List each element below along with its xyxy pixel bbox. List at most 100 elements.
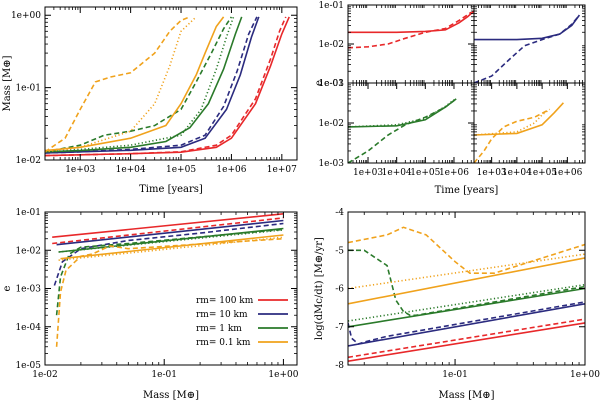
- series-line-G-4: [348, 287, 585, 328]
- y-axis-label: log(dMc/dt) [M⊕/yr]: [314, 237, 325, 340]
- y-tick-label: 1e-02: [15, 246, 41, 256]
- series-line-F-1: [52, 217, 284, 245]
- series-group: [45, 16, 290, 157]
- x-axis-label: Time [years]: [139, 184, 203, 195]
- y-tick-label: -6: [335, 285, 344, 295]
- y-tick-label: 1e-03: [318, 159, 344, 169]
- series-line-F-9: [58, 236, 284, 261]
- series-line-A-8: [45, 16, 191, 153]
- series-line-G-7: [348, 257, 585, 305]
- series-line-D-2: [348, 99, 455, 128]
- legend: rm= 100 km rm= 10 km rm= 1 km rm= 0.1 km: [196, 296, 288, 348]
- series-group: [474, 14, 581, 83]
- series-line-A-4: [45, 16, 243, 153]
- x-tick-label: 1e+03: [477, 168, 507, 178]
- chart-panel-C: [473, 4, 586, 84]
- x-tick-label: 1e+04: [116, 165, 146, 175]
- y-tick-label: 1e-02: [318, 119, 344, 129]
- x-tick-label: 1e+06: [552, 168, 582, 178]
- y-tick-label: 1e-01: [15, 84, 41, 94]
- x-tick-label: 1e-02: [32, 370, 58, 380]
- series-group: [348, 98, 457, 163]
- x-tick-label: 1e+05: [410, 168, 440, 178]
- chart-panel-G: 1e-01 1e+00 -8 -7 -6 -5 -4 Mass [M⊕] log(dMc/dt)…: [314, 208, 600, 401]
- y-tick-label: -5: [335, 246, 344, 256]
- series-line-E-1: [474, 110, 547, 163]
- series-line-A-2: [45, 16, 260, 154]
- x-axis-label: Mass [M⊕]: [143, 390, 199, 401]
- series-line-G-3: [348, 301, 585, 345]
- x-tick-label: 1e+00: [570, 370, 600, 380]
- series-group: [348, 226, 585, 362]
- legend-label: rm= 1 km: [196, 324, 242, 334]
- y-tick-label: 1e-02: [15, 156, 41, 166]
- legend-label: rm= 10 km: [196, 310, 248, 320]
- series-line-F-2: [56, 219, 284, 246]
- plot-frame: [44, 6, 298, 161]
- x-tick-label: 1e+04: [382, 168, 412, 178]
- legend-label: rm= 100 km: [196, 296, 254, 306]
- x-tick-label: 1e+05: [527, 168, 557, 178]
- series-line-E-2: [474, 108, 551, 136]
- series-line-G-6: [348, 283, 585, 322]
- series-line-A-6: [45, 16, 235, 153]
- series-line-D-1: [348, 98, 457, 163]
- x-tick-label: 1e-01: [151, 370, 177, 380]
- y-tick-label: 1e-03: [15, 285, 41, 295]
- x-tick-label: 1e+05: [166, 165, 196, 175]
- chart-panel-A: 1e+03 1e+04 1e+05 1e+06 1e+07 1e-02 1e-01 1e+00…: [2, 6, 298, 195]
- series-line-D-0: [348, 98, 457, 128]
- series-line-B-0: [348, 10, 474, 34]
- x-tick-label: 1e+00: [268, 370, 298, 380]
- series-line-E-0: [474, 102, 564, 136]
- series-line-A-1: [45, 16, 287, 157]
- series-group: [52, 213, 284, 347]
- y-tick-label: 1e-01: [318, 79, 344, 89]
- chart-panel-F: 1e-02 1e-01 1e+00 1e-05 1e-04 1e-03 1e-02 1e-01…: [2, 208, 299, 401]
- x-tick-label: 1e+03: [353, 168, 383, 178]
- y-tick-label: -7: [335, 323, 344, 333]
- series-line-G-9: [348, 253, 585, 290]
- series-line-B-1: [348, 11, 472, 49]
- series-line-G-2: [348, 303, 585, 347]
- x-axis-label: Mass [M⊕]: [438, 390, 494, 401]
- y-tick-label: 1e-03: [318, 79, 344, 89]
- series-line-A-7: [45, 16, 225, 152]
- series-line-F-8: [55, 237, 284, 347]
- legend-label: rm= 0.1 km: [196, 338, 251, 348]
- series-line-A-0: [45, 16, 290, 157]
- y-axis-label: Mass [M⊕]: [2, 55, 13, 111]
- series-line-G-5: [348, 249, 585, 317]
- series-line-G-0: [348, 322, 585, 362]
- x-tick-label: 1e+03: [65, 165, 95, 175]
- plot-frame: [347, 4, 475, 84]
- series-line-G-8: [348, 226, 585, 275]
- series-line-F-0: [52, 213, 284, 238]
- series-line-C-0: [474, 14, 581, 41]
- series-line-C-1: [474, 14, 581, 83]
- x-tick-label: 1e+06: [216, 165, 246, 175]
- x-tick-label: 1e+07: [267, 165, 297, 175]
- series-group: [348, 10, 474, 49]
- series-line-F-3: [53, 222, 284, 286]
- y-tick-label: 1e-02: [318, 40, 344, 50]
- series-line-G-1: [348, 318, 585, 359]
- plot-frame: [473, 82, 586, 164]
- series-line-A-9: [45, 16, 197, 153]
- series-line-F-7: [60, 234, 284, 260]
- y-tick-label: 1e-01: [318, 1, 344, 11]
- series-line-A-5: [45, 16, 233, 153]
- x-tick-label: 1e+04: [502, 168, 532, 178]
- y-tick-label: 1e-04: [15, 323, 41, 333]
- series-group: [474, 102, 564, 163]
- y-tick-label: 1e-01: [15, 208, 41, 218]
- y-tick-label: -4: [335, 208, 344, 218]
- y-axis-label: e: [314, 80, 325, 86]
- y-axis-label: e: [2, 285, 13, 291]
- x-tick-label: 1e+06: [439, 168, 469, 178]
- y-tick-label: 1e+00: [11, 11, 41, 21]
